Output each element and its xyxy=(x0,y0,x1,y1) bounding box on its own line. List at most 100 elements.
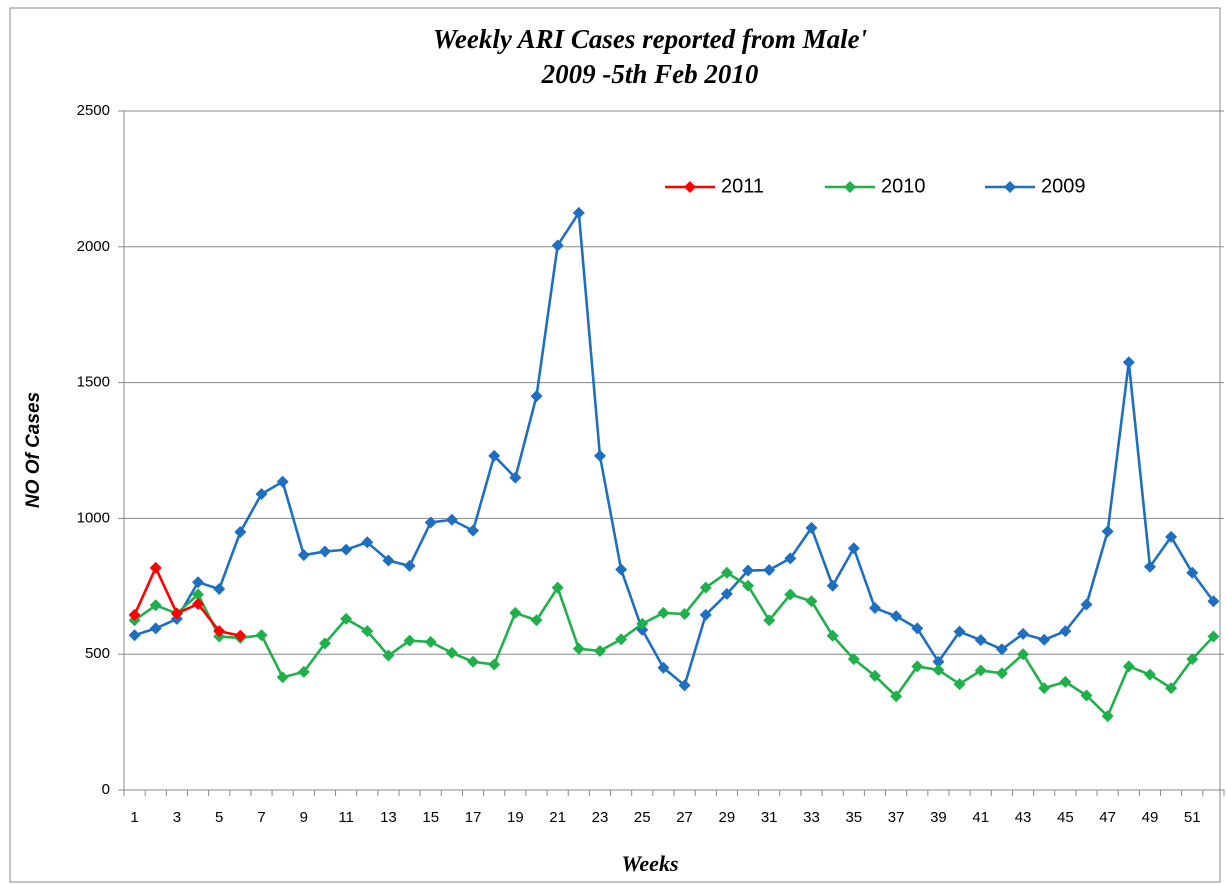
data-point xyxy=(551,581,564,594)
x-tick-label: 25 xyxy=(634,809,651,826)
data-point xyxy=(911,622,924,635)
x-tick-label: 35 xyxy=(845,809,862,826)
y-tick-label: 2500 xyxy=(77,102,110,119)
data-point xyxy=(615,563,628,576)
data-point xyxy=(1038,682,1051,695)
series-line xyxy=(134,211,1215,687)
data-point xyxy=(890,690,903,703)
data-point xyxy=(509,606,522,619)
data-point xyxy=(995,667,1008,680)
data-point xyxy=(1143,560,1156,573)
data-point xyxy=(1017,627,1030,640)
x-tick-label: 21 xyxy=(549,809,566,826)
data-point xyxy=(847,653,860,666)
x-tick-label: 33 xyxy=(803,809,820,826)
x-tick-label: 1 xyxy=(130,809,138,826)
data-point xyxy=(318,637,331,650)
data-point xyxy=(276,475,289,488)
data-point xyxy=(149,622,162,635)
data-point xyxy=(424,635,437,648)
data-point xyxy=(784,588,797,601)
data-point xyxy=(763,564,776,577)
data-point xyxy=(572,642,585,655)
chart-frame xyxy=(9,7,1221,883)
data-point xyxy=(403,634,416,647)
x-tick-label: 11 xyxy=(338,809,354,826)
x-tick-label: 37 xyxy=(888,809,905,826)
data-point xyxy=(720,566,733,579)
data-point xyxy=(318,545,331,558)
data-point xyxy=(297,665,310,678)
y-axis-label: NO Of Cases xyxy=(23,392,44,508)
data-point xyxy=(551,239,564,252)
x-tick-label: 23 xyxy=(592,809,609,826)
x-tick-label: 41 xyxy=(972,809,989,826)
data-point xyxy=(530,390,543,403)
x-tick-label: 51 xyxy=(1184,809,1201,826)
data-point xyxy=(509,471,522,484)
data-point xyxy=(678,679,691,692)
data-point xyxy=(1122,356,1135,369)
data-point xyxy=(192,588,205,601)
data-point xyxy=(192,597,205,610)
data-point xyxy=(467,524,480,537)
data-point xyxy=(192,576,205,589)
data-point xyxy=(974,664,987,677)
data-point xyxy=(678,608,691,621)
data-point xyxy=(615,633,628,646)
data-point xyxy=(1017,648,1030,661)
x-tick-label: 13 xyxy=(380,809,397,826)
data-point xyxy=(593,449,606,462)
y-tick-label: 1000 xyxy=(77,509,110,526)
data-point xyxy=(445,646,458,659)
data-point xyxy=(1059,625,1072,638)
data-point xyxy=(1165,682,1178,695)
y-tick-label: 1500 xyxy=(77,374,110,391)
data-point xyxy=(530,614,543,627)
data-point xyxy=(445,513,458,526)
y-tick-label: 0 xyxy=(102,781,110,798)
data-point xyxy=(1143,668,1156,681)
data-point xyxy=(340,543,353,556)
data-point xyxy=(636,617,649,630)
x-tick-label: 39 xyxy=(930,809,947,826)
x-tick-label: 45 xyxy=(1057,809,1074,826)
data-point xyxy=(128,629,141,642)
data-point xyxy=(382,554,395,567)
data-point xyxy=(488,658,501,671)
data-point xyxy=(382,649,395,662)
data-point xyxy=(826,579,839,592)
chart-subtitle: 2009 -5th Feb 2010 xyxy=(541,59,759,89)
data-point xyxy=(488,449,501,462)
data-point xyxy=(657,606,670,619)
data-point xyxy=(1207,630,1220,643)
data-point xyxy=(170,607,183,620)
data-point xyxy=(255,487,268,500)
x-tick-label: 3 xyxy=(173,809,181,826)
legend-label: 2009 xyxy=(1041,175,1086,197)
data-point xyxy=(1186,566,1199,579)
x-tick-label: 9 xyxy=(300,809,308,826)
data-point xyxy=(149,561,162,574)
data-point xyxy=(1165,530,1178,543)
data-point xyxy=(1207,595,1220,608)
x-tick-label: 31 xyxy=(761,809,778,826)
data-point xyxy=(995,643,1008,656)
x-tick-label: 17 xyxy=(465,809,482,826)
legend-marker xyxy=(684,181,696,193)
x-tick-label: 19 xyxy=(507,809,524,826)
chart-title: Weekly ARI Cases reported from Male' xyxy=(433,24,867,54)
data-point xyxy=(361,536,374,549)
data-point xyxy=(932,663,945,676)
legend-label: 2010 xyxy=(881,175,926,197)
x-tick-label: 49 xyxy=(1142,809,1159,826)
x-tick-label: 27 xyxy=(676,809,693,826)
data-point xyxy=(805,521,818,534)
data-point xyxy=(255,629,268,642)
data-point xyxy=(1101,710,1114,723)
x-axis-label: Weeks xyxy=(621,851,678,876)
data-point xyxy=(699,608,712,621)
data-point xyxy=(213,583,226,596)
y-tick-label: 2000 xyxy=(77,238,110,255)
